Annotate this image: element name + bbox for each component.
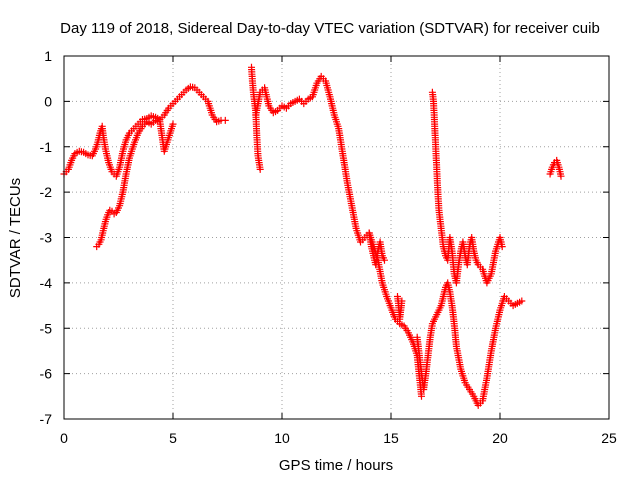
- x-axis-title: GPS time / hours: [279, 457, 393, 474]
- data-point: [398, 297, 406, 305]
- chart-title: Day 119 of 2018, Sidereal Day-to-day VTE…: [60, 20, 600, 37]
- x-tick-label: 25: [601, 430, 617, 446]
- y-tick-label: -5: [40, 320, 53, 336]
- x-tick-label: 20: [492, 430, 508, 446]
- points-layer: [60, 63, 565, 409]
- x-tick-label: 15: [383, 430, 399, 446]
- data-point: [169, 120, 177, 128]
- grid-layer: [64, 56, 609, 419]
- data-point: [557, 172, 565, 180]
- data-point: [498, 243, 506, 251]
- y-tick-label: -4: [40, 275, 53, 291]
- y-tick-label: -1: [40, 139, 53, 155]
- data-point: [221, 116, 229, 124]
- x-tick-label: 0: [60, 430, 68, 446]
- y-tick-label: -2: [40, 184, 53, 200]
- x-tick-label: 10: [274, 430, 290, 446]
- data-point: [518, 297, 526, 305]
- data-point: [256, 165, 264, 173]
- y-axis-title: SDTVAR / TECUs: [7, 178, 24, 298]
- y-tick-label: 0: [44, 93, 52, 109]
- y-tick-label: -7: [40, 411, 53, 427]
- y-tick-label: -6: [40, 366, 53, 382]
- y-tick-label: -3: [40, 230, 53, 246]
- x-tick-label: 5: [169, 430, 177, 446]
- data-point: [418, 392, 425, 400]
- data-point: [381, 256, 388, 264]
- y-tick-label: 1: [44, 48, 52, 64]
